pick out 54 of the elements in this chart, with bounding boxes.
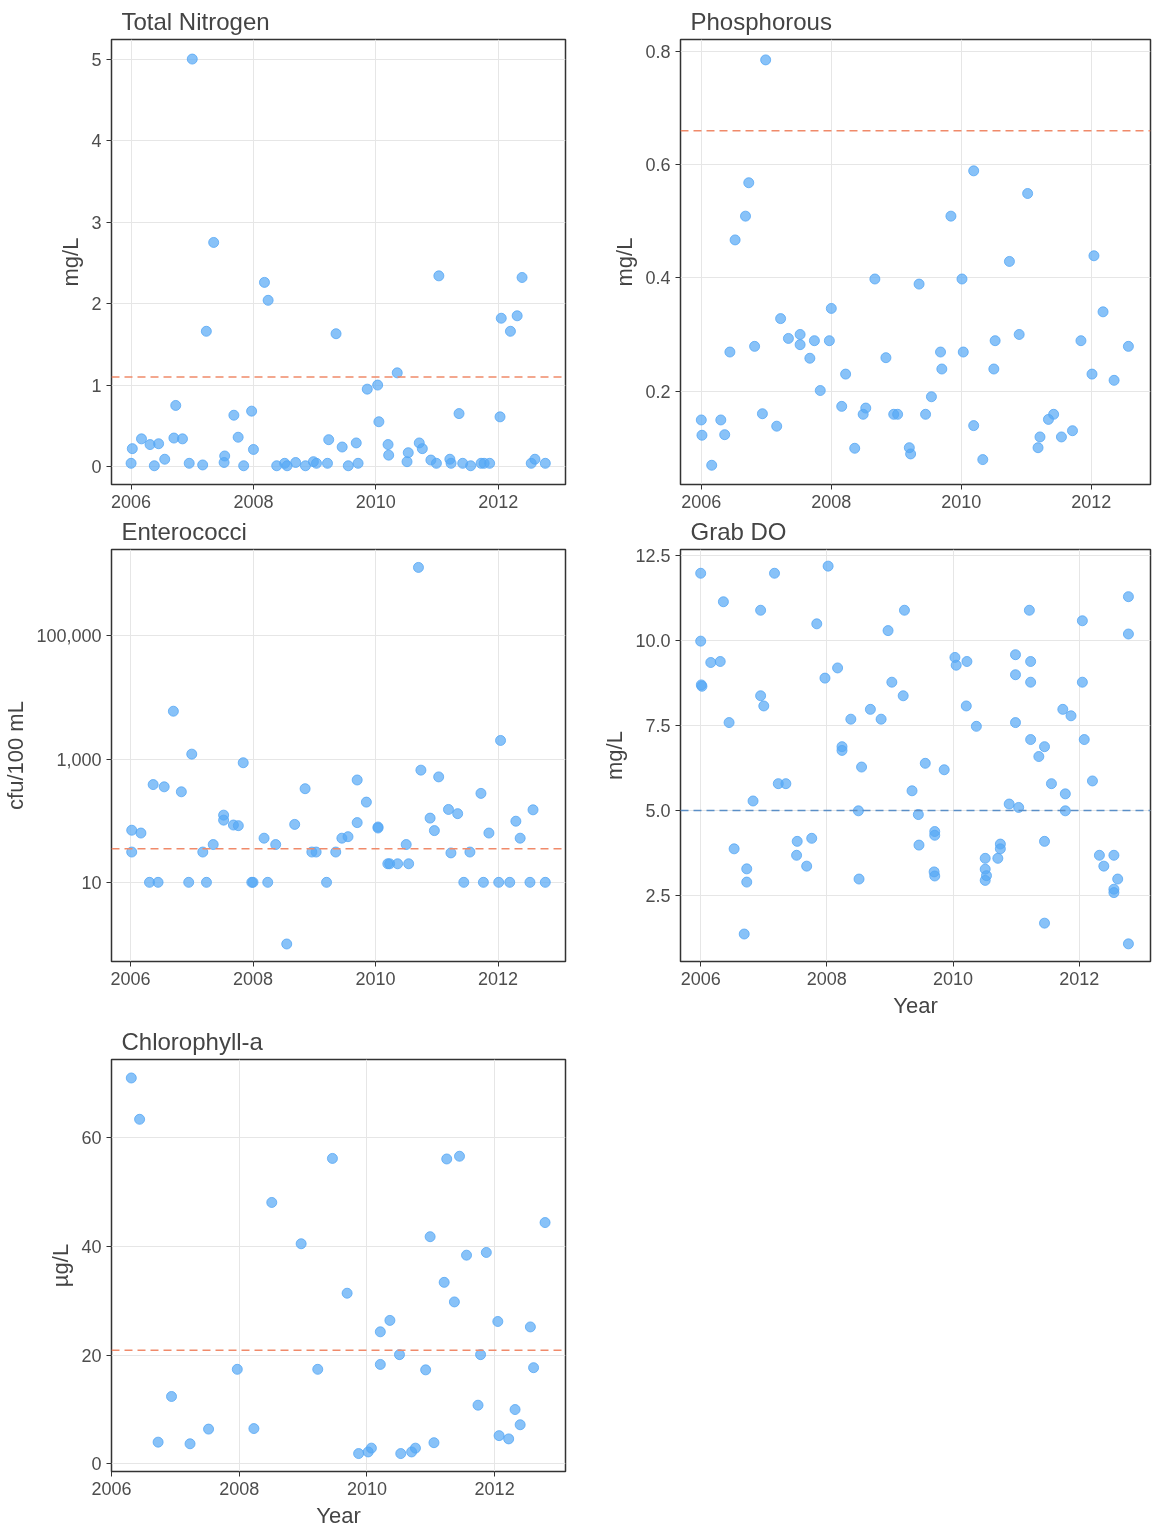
y-axis-title: mg/L: [58, 237, 84, 287]
chart-title: Chlorophyll-a: [121, 1027, 264, 1055]
y-tick-label: 20: [81, 1345, 102, 1366]
x-tick-label: 2006: [681, 491, 722, 512]
x-tick-label: 2012: [478, 968, 519, 989]
x-tick-label: 2012: [1059, 968, 1100, 989]
x-tick-label: 2008: [233, 491, 274, 512]
x-tick-label: 2008: [811, 491, 852, 512]
y-tick-label: 40: [81, 1236, 102, 1257]
y-tick-label: 1: [91, 375, 102, 396]
y-tick-label: 12.5: [635, 546, 671, 567]
y-tick-label: 10: [81, 872, 102, 893]
x-tick-label: 2012: [474, 1478, 515, 1499]
y-tick-label: 2.5: [645, 885, 671, 906]
y-axis-title: mg/L: [612, 237, 638, 287]
y-tick-label: 0: [91, 457, 102, 478]
chart-title: Enterococci: [121, 517, 247, 545]
y-axis-title: cfu/100 mL: [3, 701, 29, 810]
y-tick-label: 60: [81, 1128, 102, 1149]
x-tick-label: 2008: [219, 1478, 260, 1499]
y-tick-label: 3: [91, 212, 102, 233]
x-tick-label: 2010: [355, 491, 396, 512]
y-axis-title: mg/L: [602, 731, 628, 780]
y-tick-label: 10.0: [635, 631, 671, 652]
x-tick-label: 2006: [680, 968, 721, 989]
y-tick-label: 0.6: [645, 155, 671, 176]
y-tick-label: 0.2: [645, 381, 671, 402]
y-tick-label: 2: [91, 294, 102, 315]
chart-title: Total Nitrogen: [121, 7, 270, 35]
x-tick-label: 2006: [111, 491, 152, 512]
x-tick-label: 2006: [91, 1478, 132, 1499]
x-axis-title: Year: [316, 1502, 361, 1528]
x-axis-title: Year: [893, 992, 938, 1018]
y-tick-label: 0.4: [645, 268, 671, 289]
chart-title: Grab DO: [690, 517, 787, 545]
y-tick-label: 4: [91, 131, 102, 152]
y-tick-label: 7.5: [645, 716, 671, 737]
y-tick-label: 0.8: [645, 41, 671, 62]
y-tick-label: 5.0: [645, 800, 671, 821]
x-tick-label: 2010: [346, 1478, 387, 1499]
y-axis-title: µg/L: [48, 1243, 74, 1288]
x-tick-label: 2012: [478, 491, 519, 512]
y-tick-label: 100,000: [36, 626, 102, 647]
y-tick-label: 0: [91, 1454, 102, 1475]
x-tick-label: 2010: [933, 968, 974, 989]
chart-title: Phosphorous: [690, 7, 832, 35]
x-tick-label: 2006: [110, 968, 151, 989]
x-tick-label: 2010: [941, 491, 982, 512]
x-tick-label: 2008: [806, 968, 847, 989]
x-tick-label: 2008: [233, 968, 274, 989]
y-tick-label: 1,000: [56, 749, 102, 770]
x-tick-label: 2010: [355, 968, 396, 989]
x-tick-label: 2012: [1071, 491, 1112, 512]
y-tick-label: 5: [91, 49, 102, 70]
